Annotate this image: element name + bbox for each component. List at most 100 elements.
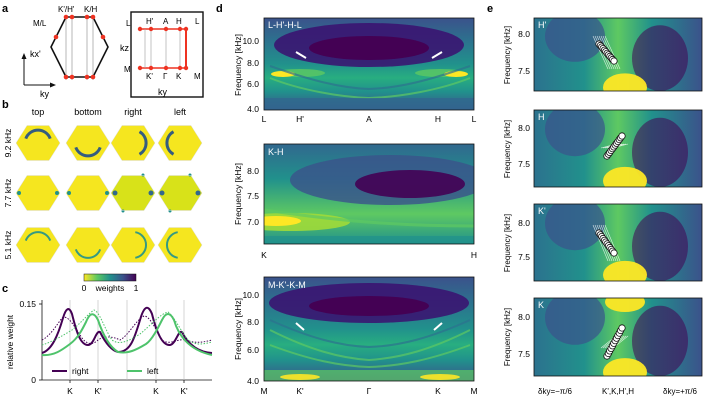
d1-xtick-3: H	[435, 114, 441, 124]
c-xtick-1: K'	[94, 386, 102, 396]
e3-ylabel: Frequency [kHz]	[503, 214, 512, 272]
d3-ytick-1: 8.0	[247, 317, 259, 327]
d2-xtick-0: K	[261, 250, 267, 260]
c-xtick-0: K	[67, 386, 73, 396]
d3-xtick-1: K'	[296, 386, 304, 396]
left-curve-solid	[41, 313, 213, 357]
d3-xtick-2: Γ	[367, 386, 372, 396]
label-k-h: K/H	[84, 5, 98, 14]
panel-label-a: a	[2, 3, 9, 15]
weight-hex	[157, 125, 203, 161]
e-data-point	[610, 57, 618, 65]
col-right: right	[124, 107, 142, 117]
d1-heatmap	[264, 18, 474, 110]
d1-ylabel: Frequency [kHz]	[233, 34, 243, 96]
panel-label-c: c	[2, 283, 8, 295]
e-data-point	[618, 132, 626, 140]
weight-hex	[15, 175, 61, 211]
c-ytick-1: 0.15	[19, 299, 36, 309]
rect-label-top-1: H'	[146, 17, 154, 26]
d3-xtick-4: M	[470, 386, 477, 396]
e2-ytick-0: 8.0	[518, 123, 530, 133]
panel-a-hexagon-diagram: K'/H' K/H M/L kx' ky	[21, 5, 109, 99]
left-curve-dotted	[41, 309, 213, 346]
e1-ylabel: Frequency [kHz]	[503, 26, 512, 84]
d3-ytick-0: 10.0	[242, 290, 259, 300]
col-top: top	[32, 107, 45, 117]
rect-label-bottom-0: M	[124, 65, 131, 74]
d1-xtick-4: L	[472, 114, 477, 124]
rect-label-bottom-2: Γ	[163, 72, 168, 81]
weights-colorbar	[83, 273, 137, 282]
weight-hex	[110, 227, 156, 263]
rect-label-bottom-1: K'	[146, 72, 153, 81]
axis-ky-right: ky	[158, 87, 168, 97]
rect-label-top-4: L	[195, 17, 200, 26]
e-data-point	[610, 249, 618, 257]
weight-hex	[157, 227, 203, 263]
colorbar-label: weights	[95, 283, 125, 293]
rect-label-bottom-3: K	[176, 72, 182, 81]
right-curve-dotted	[41, 315, 213, 344]
panel-b-row-labels: 9.2 kHz 7.7 kHz 5.1 kHz	[3, 129, 13, 260]
e-heatmap	[534, 204, 702, 281]
panel-c-weight-plot: 0 0.15 relative weight K K' K K' right l…	[5, 299, 213, 396]
label-m-l: M/L	[33, 19, 47, 28]
panel-label-d: d	[216, 3, 223, 15]
d2-title: K-H	[268, 147, 284, 157]
panel-b-column-headers: top bottom right left	[32, 107, 187, 117]
d3-xtick-3: K	[435, 386, 441, 396]
rect-label-top-0: L	[126, 19, 131, 28]
d2-ytick-1: 7.5	[247, 191, 259, 201]
panel-e-subplots	[533, 17, 703, 377]
weight-hex	[15, 227, 61, 263]
axis-kz: kz	[120, 43, 130, 53]
rect-label-bottom-4: M	[194, 72, 201, 81]
e3-ytick-1: 7.5	[518, 252, 530, 262]
d2-xtick-1: H	[471, 250, 477, 260]
d2-ytick-2: 7.0	[247, 217, 259, 227]
d3-heatmap	[264, 277, 474, 381]
e4-title: K	[538, 300, 544, 310]
e2-ylabel: Frequency [kHz]	[503, 120, 512, 178]
rect-label-top-3: H	[176, 17, 182, 26]
e2-title: H	[538, 112, 545, 122]
e4-ytick-1: 7.5	[518, 349, 530, 359]
d2-heatmap	[264, 144, 474, 244]
panel-a-rectangle-diagram: L H' A H L M K' Γ K M kz ky	[120, 11, 204, 98]
c-ylabel: relative weight	[5, 314, 15, 369]
e2-ytick-1: 7.5	[518, 159, 530, 169]
e-xtick-1: K',K,H',H	[602, 387, 634, 396]
d3-ytick-3: 4.0	[247, 376, 259, 386]
d1-xtick-2: A	[366, 114, 372, 124]
e1-ytick-1: 7.5	[518, 66, 530, 76]
d1-xtick-0: L	[262, 114, 267, 124]
e4-ytick-0: 8.0	[518, 312, 530, 322]
d2-ylabel: Frequency [kHz]	[233, 163, 243, 225]
brillouin-hexagon	[50, 16, 109, 78]
panel-label-e: e	[487, 3, 493, 15]
e-xtick-2: δky=+π/6	[663, 387, 698, 396]
e-heatmap	[534, 110, 702, 187]
weight-hex	[110, 173, 156, 213]
d3-ytick-2: 6.0	[247, 345, 259, 355]
label-k-prime-h-prime: K'/H'	[58, 5, 75, 14]
weight-hex	[157, 173, 203, 213]
c-ytick-0: 0	[31, 375, 36, 385]
colorbar-max: 1	[134, 283, 139, 293]
legend-left: left	[147, 366, 159, 376]
e1-ytick-0: 8.0	[518, 29, 530, 39]
d1-ytick-2: 6.0	[247, 79, 259, 89]
weight-hex	[15, 125, 61, 161]
c-xtick-3: K'	[180, 386, 188, 396]
weight-hex	[65, 227, 111, 263]
d1-xtick-1: H'	[296, 114, 304, 124]
row-9-2: 9.2 kHz	[3, 129, 13, 158]
colorbar-min: 0	[82, 283, 87, 293]
e-xtick-0: δky=−π/6	[538, 387, 573, 396]
row-5-1: 5.1 kHz	[3, 231, 13, 260]
rect-points	[137, 26, 189, 71]
weight-hexagon-grid	[15, 125, 203, 263]
d3-xtick-0: M	[260, 386, 267, 396]
row-7-7: 7.7 kHz	[3, 179, 13, 208]
